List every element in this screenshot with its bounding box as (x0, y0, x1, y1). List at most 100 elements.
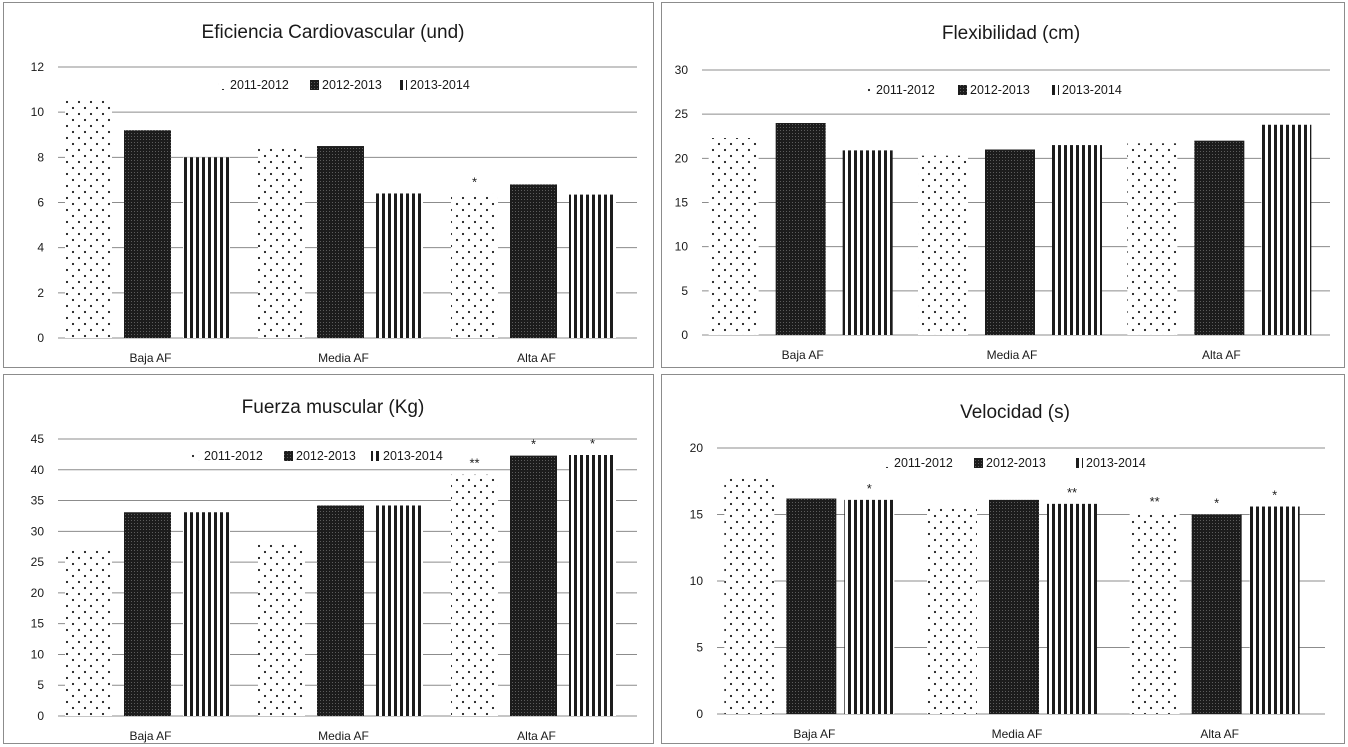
bar-baja-af-2012-2013 (124, 130, 171, 338)
legend-label-2011-2012: 2011-2012 (894, 456, 953, 470)
legend-swatch-2011-2012 (218, 80, 227, 90)
y-tick-label: 6 (37, 196, 44, 210)
legend-label-2011-2012: 2011-2012 (204, 449, 263, 463)
category-label-baja-af: Baja AF (129, 729, 171, 743)
category-label-media-af: Media AF (318, 351, 369, 365)
bar-media-af-2011-2012 (927, 506, 977, 714)
y-tick-label: 30 (31, 524, 45, 538)
bar-alta-af-2013-2014 (1261, 124, 1312, 336)
y-tick-label: 0 (37, 331, 44, 345)
legend-swatch-2012-2013 (310, 80, 319, 90)
category-label-media-af: Media AF (992, 727, 1043, 741)
chart-fuerza: Fuerza muscular (Kg) 0 5 10 15 20 25 30 35 40 45 Ba… (31, 397, 637, 743)
bar-media-af-2011-2012 (918, 155, 968, 335)
y-tick-label: 10 (675, 240, 689, 254)
category-label-baja-af: Baja AF (793, 727, 835, 741)
bar-media-af-2013-2014 (1047, 503, 1097, 714)
y-tick-label: 0 (681, 328, 688, 342)
y-tick-label: 25 (675, 107, 689, 121)
category-label-media-af: Media AF (987, 348, 1038, 362)
category-label-baja-af: Baja AF (129, 351, 171, 365)
bar-alta-af-2012-2013 (510, 184, 557, 338)
legend-label-2012-2013: 2012-2013 (296, 449, 356, 463)
bar-baja-af-2013-2014 (183, 157, 230, 338)
legend-label-2012-2013: 2012-2013 (986, 456, 1046, 470)
legend-label-2013-2014: 2013-2014 (410, 78, 470, 92)
legend-swatch-2012-2013 (284, 451, 293, 461)
legend-label-2011-2012: 2011-2012 (230, 78, 289, 92)
y-tick-label: 35 (31, 494, 45, 508)
y-tick-label: 0 (37, 709, 44, 723)
y-tick-label: 15 (31, 617, 45, 631)
y-tick-label: 20 (31, 586, 45, 600)
y-tick-label: 0 (696, 707, 703, 721)
bar-baja-af-2011-2012 (724, 475, 775, 714)
chart-title: Velocidad (s) (960, 402, 1070, 423)
legend-swatch-2013-2014 (1050, 85, 1059, 95)
chart-title: Fuerza muscular (Kg) (242, 397, 425, 418)
significance-mark: * (472, 174, 477, 189)
y-tick-label: 5 (681, 284, 688, 298)
y-tick-label: 15 (675, 196, 689, 210)
y-tick-label: 25 (31, 555, 45, 569)
chart-cardiovascular: Eficiencia Cardiovascular (und) 0 2 4 6 8 10 12… (31, 22, 637, 365)
bar-alta-af-2013-2014 (569, 455, 616, 716)
significance-mark: ** (469, 456, 479, 471)
y-tick-label: 5 (696, 641, 703, 655)
y-tick-label: 5 (37, 678, 44, 692)
chart-panel-flexibilidad: Flexibilidad (cm) 0 5 10 15 20 25 30 Baja AF Medi… (661, 2, 1345, 368)
category-label-alta-af: Alta AF (1202, 348, 1241, 362)
chart-panel-fuerza: Fuerza muscular (Kg) 0 5 10 15 20 25 30 35 40 45 Ba… (3, 374, 654, 744)
bar-alta-af-2012-2013 (1191, 514, 1242, 714)
y-tick-label: 12 (31, 60, 45, 74)
legend-swatch-2012-2013 (958, 85, 967, 95)
chart-panel-cardiovascular: Eficiencia Cardiovascular (und) 0 2 4 6 8 10 12… (3, 2, 654, 368)
bar-media-af-2012-2013 (317, 505, 364, 716)
bar-alta-af-2011-2012 (1129, 513, 1180, 714)
legend-label-2013-2014: 2013-2014 (383, 449, 443, 463)
significance-mark: * (1272, 488, 1277, 503)
significance-mark: * (867, 481, 872, 496)
bar-media-af-2012-2013 (317, 146, 364, 338)
bar-alta-af-2011-2012 (451, 474, 498, 716)
y-tick-label: 2 (37, 286, 44, 300)
legend-swatch-2011-2012 (882, 458, 891, 468)
bar-baja-af-2013-2014 (842, 150, 893, 335)
y-tick-label: 20 (690, 441, 704, 455)
bar-media-af-2011-2012 (258, 543, 305, 716)
y-tick-label: 10 (31, 105, 45, 119)
legend-label-2012-2013: 2012-2013 (322, 78, 382, 92)
y-tick-label: 40 (31, 463, 45, 477)
significance-mark: * (590, 436, 595, 451)
bar-baja-af-2012-2013 (775, 123, 826, 335)
legend-swatch-2013-2014 (398, 80, 407, 90)
y-tick-label: 4 (37, 241, 44, 255)
category-label-alta-af: Alta AF (517, 351, 556, 365)
significance-mark: ** (1067, 485, 1077, 500)
bar-media-af-2011-2012 (258, 148, 305, 338)
bar-baja-af-2011-2012 (65, 549, 112, 716)
legend-label-2013-2014: 2013-2014 (1086, 456, 1146, 470)
bar-alta-af-2013-2014 (1249, 506, 1300, 714)
y-tick-label: 20 (675, 151, 689, 165)
category-label-media-af: Media AF (318, 729, 369, 743)
bar-baja-af-2013-2014 (183, 512, 230, 716)
legend-label-2012-2013: 2012-2013 (970, 83, 1030, 97)
legend-label-2013-2014: 2013-2014 (1062, 83, 1122, 97)
bar-alta-af-2012-2013 (510, 455, 557, 716)
category-label-alta-af: Alta AF (517, 729, 556, 743)
chart-flexibilidad: Flexibilidad (cm) 0 5 10 15 20 25 30 Baja AF Medi… (675, 23, 1330, 362)
bar-baja-af-2011-2012 (65, 98, 112, 338)
legend-swatch-2013-2014 (1074, 458, 1083, 468)
chart-title: Flexibilidad (cm) (942, 23, 1080, 44)
bar-media-af-2012-2013 (985, 149, 1035, 335)
y-tick-label: 15 (690, 508, 704, 522)
bar-media-af-2013-2014 (1052, 145, 1102, 335)
chart-panel-velocidad: Velocidad (s) 0 5 10 15 20 * Baja AF ** Media AF *… (661, 374, 1345, 744)
significance-mark: * (1214, 496, 1219, 511)
y-tick-label: 30 (675, 63, 689, 77)
legend-swatch-2011-2012 (192, 451, 201, 461)
bar-media-af-2013-2014 (376, 505, 423, 716)
bar-baja-af-2012-2013 (786, 498, 837, 714)
